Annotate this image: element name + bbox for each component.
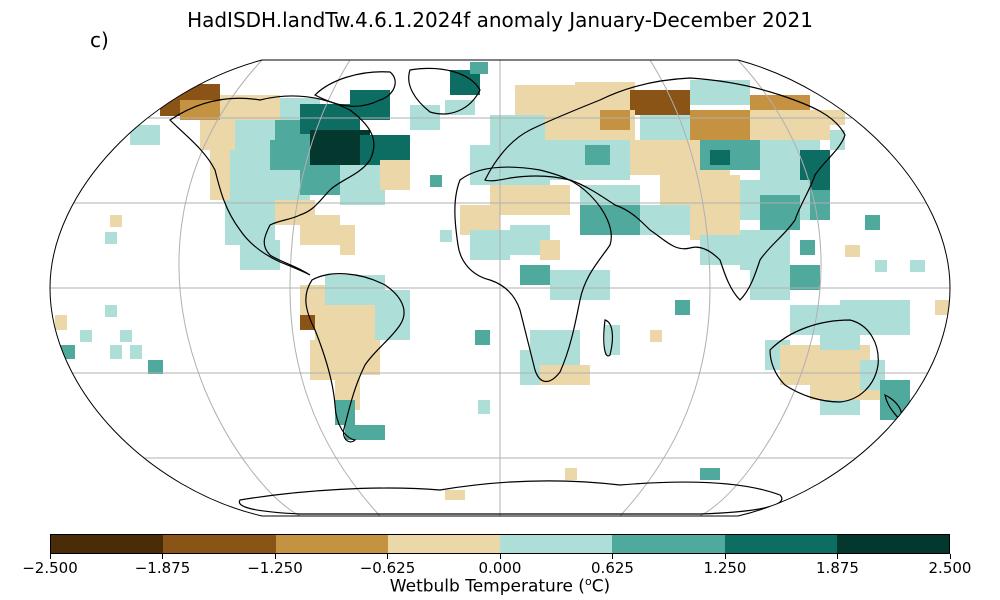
colorbar-segment: [387, 535, 500, 553]
colorbar-segment: [51, 535, 164, 553]
colorbar-tick-label: 0.625: [591, 559, 634, 577]
panel-label: c): [90, 28, 109, 52]
world-map: [49, 59, 951, 517]
colorbar-tick: [949, 554, 951, 559]
colorbar-label: Wetbulb Temperature (oC): [389, 575, 611, 597]
colorbar-segment: [836, 535, 949, 553]
colorbar-segment: [275, 535, 388, 553]
colorbar-segment: [163, 535, 276, 553]
south-america-cells: [300, 275, 465, 500]
eurasia-cells: [430, 80, 925, 300]
anomaly-grid: [55, 62, 950, 500]
coastlines: [169, 67, 902, 515]
australia-cells: [700, 300, 950, 480]
colorbar-tick: [724, 554, 726, 559]
pacific-cells: [55, 305, 163, 374]
colorbar-tick-label: 2.500: [928, 559, 972, 577]
north-america-cells: [105, 62, 488, 270]
colorbar-tick: [387, 554, 388, 559]
colorbar-tick-label: 0.000: [478, 559, 522, 577]
colorbar-tick: [612, 554, 613, 559]
colorbar-segment: [612, 535, 725, 553]
colorbar-tick-label: −1.250: [247, 559, 303, 577]
colorbar-tick: [499, 554, 501, 559]
globe-outline: [49, 59, 951, 517]
colorbar-tick-label: 1.250: [703, 559, 747, 577]
africa-cells: [460, 205, 690, 480]
colorbar-tick: [49, 554, 51, 559]
colorbar: [50, 534, 950, 554]
colorbar-tick: [274, 554, 276, 559]
map-title: HadISDH.landTw.4.6.1.2024f anomaly Janua…: [187, 8, 813, 32]
colorbar-tick-label: −0.625: [359, 559, 416, 577]
colorbar-tick-label: −1.875: [134, 559, 191, 577]
graticule: [50, 60, 950, 516]
colorbar-tick-label: −2.500: [22, 559, 78, 577]
colorbar-segment: [500, 535, 613, 553]
colorbar-tick-label: 1.875: [816, 559, 859, 577]
colorbar-tick: [837, 554, 838, 559]
colorbar-tick: [162, 554, 163, 559]
colorbar-segment: [724, 535, 837, 553]
